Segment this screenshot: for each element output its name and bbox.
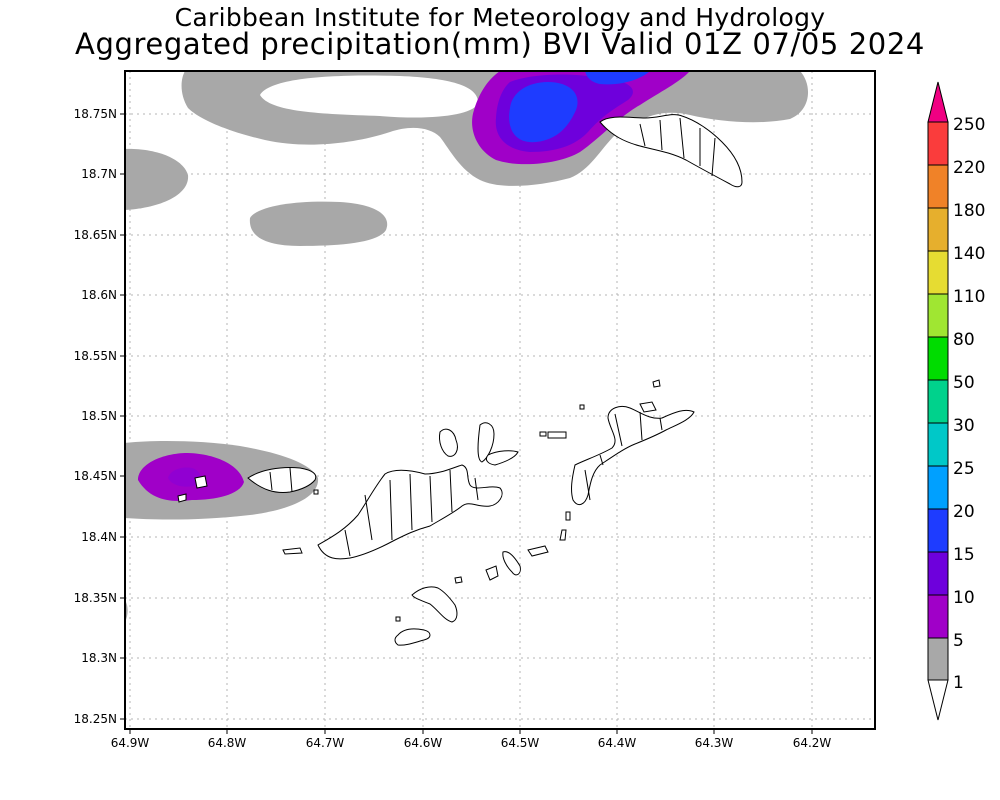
colorbar-label: 110	[953, 287, 985, 307]
island-landmasses	[177, 114, 743, 646]
virgin-gorda-boundaries	[584, 411, 663, 501]
colorbar-segment	[927, 293, 949, 338]
northeast-islet-2	[652, 379, 661, 388]
precip-area-15mm-north-top	[585, 71, 650, 85]
anegada-boundaries	[639, 117, 716, 177]
west-small-islet-1	[194, 475, 208, 489]
colorbar-segment-min	[927, 679, 949, 721]
scrub-island	[547, 431, 567, 439]
colorbar-label: 10	[953, 588, 975, 608]
y-tick-label: 18.55N	[74, 349, 117, 363]
x-tick-label: 64.3W	[695, 736, 734, 750]
colorbar-segment	[927, 121, 949, 166]
round-rock-islet	[565, 511, 571, 521]
peter-island	[411, 586, 458, 623]
y-tick-label: 18.3N	[81, 651, 117, 665]
colorbar-segment	[927, 336, 949, 381]
little-jost-islet	[313, 489, 319, 495]
y-axis-labels: 18.75N 18.7N 18.65N 18.6N 18.55N 18.5N 1…	[74, 107, 117, 726]
chart-title-organization: Caribbean Institute for Meteorology and …	[174, 3, 826, 32]
tortola-parish-boundaries	[344, 469, 479, 557]
x-tick-label: 64.6W	[404, 736, 443, 750]
y-tick-label: 18.6N	[81, 288, 117, 302]
virgin-gorda-island	[571, 405, 695, 506]
colorbar-segment	[927, 207, 949, 252]
precip-gap-white	[260, 75, 479, 118]
fallen-jerusalem-islet	[559, 529, 567, 541]
axis-ticks	[120, 113, 813, 734]
x-tick-label: 64.7W	[306, 736, 345, 750]
colorbar: 250 220 180 140 110 80 50 30 25 20 15 10…	[927, 81, 985, 721]
y-tick-label: 18.65N	[74, 228, 117, 242]
precipitation-shading	[125, 71, 809, 622]
salt-island	[485, 565, 499, 581]
x-axis-labels: 64.9W 64.8W 64.7W 64.6W 64.5W 64.4W 64.3…	[111, 736, 832, 750]
plot-frame	[124, 70, 876, 730]
norman-island	[394, 628, 431, 646]
jost-van-dyke-island	[247, 467, 317, 493]
colorbar-label: 220	[953, 158, 985, 178]
colorbar-segment	[927, 250, 949, 295]
colorbar-label: 1	[953, 673, 964, 693]
colorbar-label: 20	[953, 502, 975, 522]
x-tick-label: 64.2W	[793, 736, 832, 750]
colorbar-label: 15	[953, 545, 975, 565]
colorbar-label: 25	[953, 459, 975, 479]
colorbar-label: 50	[953, 373, 975, 393]
precip-area-10mm-southwest	[168, 467, 201, 487]
tortola-island	[317, 464, 503, 560]
colorbar-label: 30	[953, 416, 975, 436]
pelican-islet	[395, 616, 401, 622]
y-tick-label: 18.7N	[81, 167, 117, 181]
northeast-islet-1	[639, 401, 657, 413]
colorbar-segment	[927, 422, 949, 467]
precip-area-15mm-north	[509, 82, 578, 143]
great-camanoe	[477, 422, 495, 463]
colorbar-label: 140	[953, 244, 985, 264]
jost-van-dyke-boundaries	[269, 467, 293, 493]
colorbar-segment	[927, 164, 949, 209]
cooper-island	[502, 551, 521, 576]
colorbar-segment	[927, 637, 949, 681]
precip-area-1mm-west-edge	[125, 148, 189, 210]
marina-cay-islet	[539, 431, 547, 437]
y-tick-label: 18.35N	[74, 591, 117, 605]
west-small-islet-2	[177, 493, 187, 503]
beef-island	[485, 450, 519, 466]
y-tick-label: 18.25N	[74, 712, 117, 726]
guana-island	[439, 428, 458, 457]
colorbar-label: 5	[953, 631, 964, 651]
ginger-island	[527, 545, 549, 557]
colorbar-label: 250	[953, 115, 985, 135]
y-tick-label: 18.75N	[74, 107, 117, 121]
colorbar-segment	[927, 551, 949, 596]
colorbar-segment	[927, 379, 949, 424]
northeast-islet-3	[579, 404, 585, 410]
x-tick-label: 64.5W	[501, 736, 540, 750]
colorbar-segment	[927, 594, 949, 639]
precip-area-1mm-center	[249, 201, 388, 246]
colorbar-label: 80	[953, 330, 975, 350]
anegada-island	[599, 114, 743, 188]
dead-chest-islet	[454, 576, 463, 584]
colorbar-segment	[927, 508, 949, 553]
y-tick-label: 18.5N	[81, 409, 117, 423]
colorbar-segment	[927, 465, 949, 510]
x-tick-label: 64.8W	[208, 736, 247, 750]
grid-lines	[125, 71, 875, 729]
x-tick-label: 64.4W	[598, 736, 637, 750]
western-islet	[282, 547, 303, 555]
chart-title-product: Aggregated precipitation(mm) BVI Valid 0…	[75, 27, 925, 61]
colorbar-label: 180	[953, 201, 985, 221]
y-tick-label: 18.45N	[74, 469, 117, 483]
x-tick-label: 64.9W	[111, 736, 150, 750]
colorbar-segment-max	[927, 81, 949, 123]
y-tick-label: 18.4N	[81, 530, 117, 544]
